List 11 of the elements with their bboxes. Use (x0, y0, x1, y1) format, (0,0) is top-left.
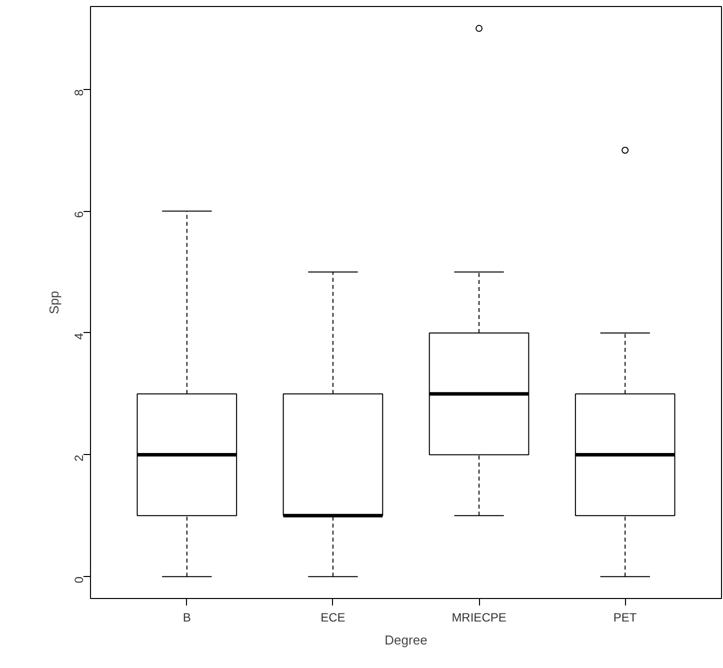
y-tick-label: 6 (72, 210, 86, 218)
x-tick-label: PET (613, 610, 638, 624)
x-tick-label: B (182, 610, 191, 624)
x-tick-label: ECE (320, 610, 346, 624)
y-axis-title: Spp (46, 290, 62, 314)
x-axis-title: Degree (384, 632, 428, 648)
y-tick-label: 2 (72, 454, 86, 462)
y-tick-label: 8 (72, 89, 86, 96)
x-tick-label: MRIECPE (452, 610, 506, 624)
y-tick-label: 0 (72, 576, 86, 584)
y-tick-label: 4 (72, 332, 86, 340)
